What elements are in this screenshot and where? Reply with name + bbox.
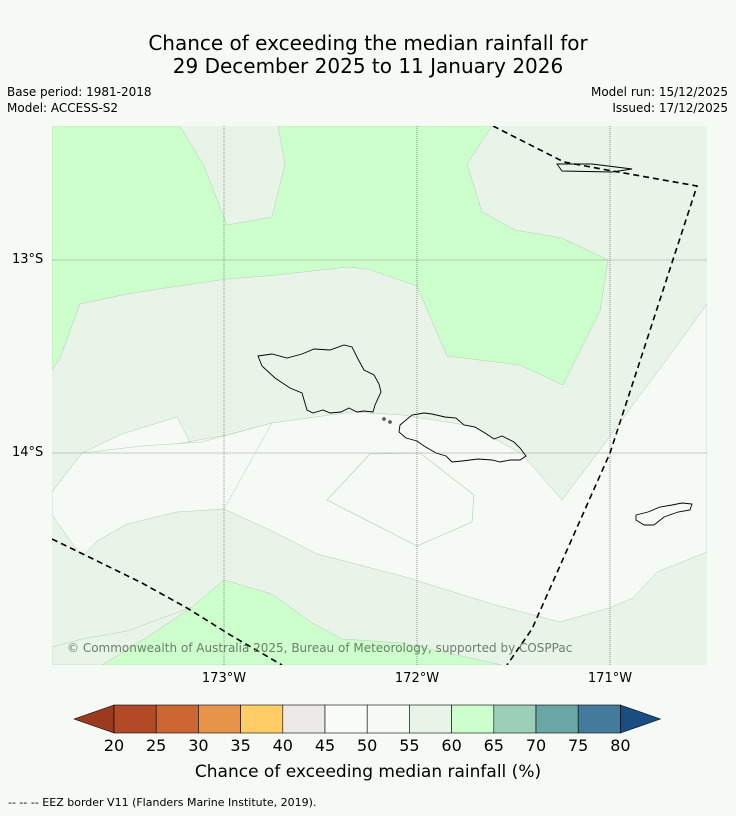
- coastlines: [257, 163, 693, 526]
- colorbar-tick-label: 50: [357, 736, 378, 755]
- model-run-text: Model run: 15/12/2025: [590, 85, 728, 99]
- lon-label-171w: 171°W: [587, 671, 633, 686]
- colorbar-tick-label: 60: [441, 736, 462, 755]
- colorbar-segment: [113, 704, 157, 734]
- colorbar-segment: [451, 704, 495, 734]
- region-55-60-south-west: [52, 606, 193, 665]
- colorbar-tick-label: 20: [103, 736, 125, 755]
- colorbar-tick-label: 30: [188, 736, 209, 755]
- map-title-line2: 29 December 2025 to 11 January 2026: [172, 54, 564, 78]
- lon-label-172w: 172°W: [394, 671, 440, 686]
- colorbar-segment: [366, 704, 410, 734]
- colorbar-under-arrow: [73, 704, 115, 734]
- colorbar-tick-label: 75: [568, 736, 589, 755]
- colorbar-tick-label: 35: [230, 736, 251, 755]
- model-text: Model: ACCESS-S2: [7, 101, 119, 115]
- colorbar-tick-label: 55: [399, 736, 420, 755]
- colorbar: [73, 704, 662, 734]
- lat-label-13s: 13°S: [12, 252, 44, 267]
- base-period-text: Base period: 1981-2018: [7, 85, 152, 99]
- colorbar-segment: [535, 704, 579, 734]
- colorbar-tick-label: 40: [272, 736, 293, 755]
- rainfall-map: [52, 126, 707, 665]
- colorbar-segment: [409, 704, 452, 734]
- lat-label-14s: 14°S: [12, 445, 44, 460]
- colorbar-over-arrow: [620, 704, 662, 734]
- colorbar-segment: [282, 704, 326, 734]
- colorbar-segment: [155, 704, 199, 734]
- lon-label-173w: 173°W: [201, 671, 247, 686]
- colorbar-segment: [493, 704, 537, 734]
- copyright-notice: © Commonwealth of Australia 2025, Bureau…: [67, 641, 573, 655]
- colorbar-tick-label: 25: [146, 736, 167, 755]
- colorbar-segment: [198, 704, 241, 734]
- issued-text: Issued: 17/12/2025: [612, 101, 728, 115]
- eez-border: [52, 126, 699, 665]
- tutuila-island: [635, 502, 693, 526]
- colorbar-tick-label: 45: [314, 736, 336, 755]
- colorbar-segment: [577, 704, 621, 734]
- savaii-island: [257, 344, 382, 414]
- colorbar-tick-label: 65: [483, 736, 504, 755]
- region-60-65-north: [52, 126, 609, 386]
- colorbar-segment: [324, 704, 368, 734]
- colorbar-tick-label: 70: [525, 736, 547, 755]
- colorbar-title: Chance of exceeding median rainfall (%): [194, 762, 542, 782]
- upolu-island: [398, 412, 527, 463]
- colorbar-tick-label: 80: [610, 736, 631, 755]
- eez-footnote: -- -- -- EEZ border V11 (Flanders Marine…: [8, 796, 317, 809]
- colorbar-segment: [240, 704, 284, 734]
- map-title-line1: Chance of exceeding the median rainfall …: [148, 31, 588, 55]
